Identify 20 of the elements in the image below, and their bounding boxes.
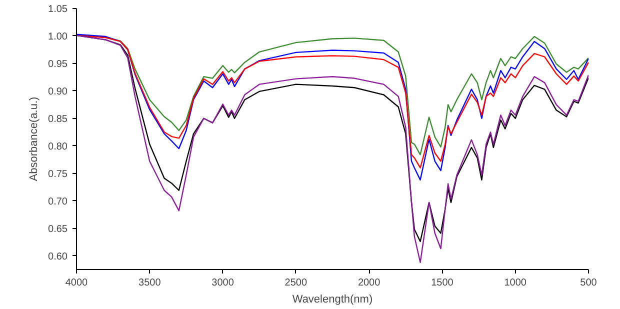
x-tick-label: 1000 [504,278,527,288]
x-tick-label: 3500 [138,278,162,288]
y-tick-label: 1.00 [48,31,68,42]
y-tick-label: 0.70 [48,196,68,208]
y-tick-label: 0.95 [48,58,68,70]
y-axis-title: Absorbance(a.u.) [28,96,40,182]
x-tick-label: 4000 [65,278,88,288]
y-tick-label: 0.85 [48,114,68,125]
y-tick-label: 0.60 [48,251,68,262]
y-tick-label: 0.90 [48,86,68,98]
x-tick-label: 1500 [431,278,454,288]
x-tick-label: 500 [580,278,598,288]
y-tick-label: 0.65 [48,224,68,235]
y-tick-label: 0.75 [48,168,68,180]
x-axis-title: Wavelength(nm) [292,294,373,306]
x-tick-label: 2000 [358,278,381,288]
x-tick-label: 3000 [212,278,234,288]
y-tick-label: 0.80 [48,141,68,152]
x-tick-label: 2500 [284,278,308,288]
y-tick-label: 1.05 [48,4,68,15]
